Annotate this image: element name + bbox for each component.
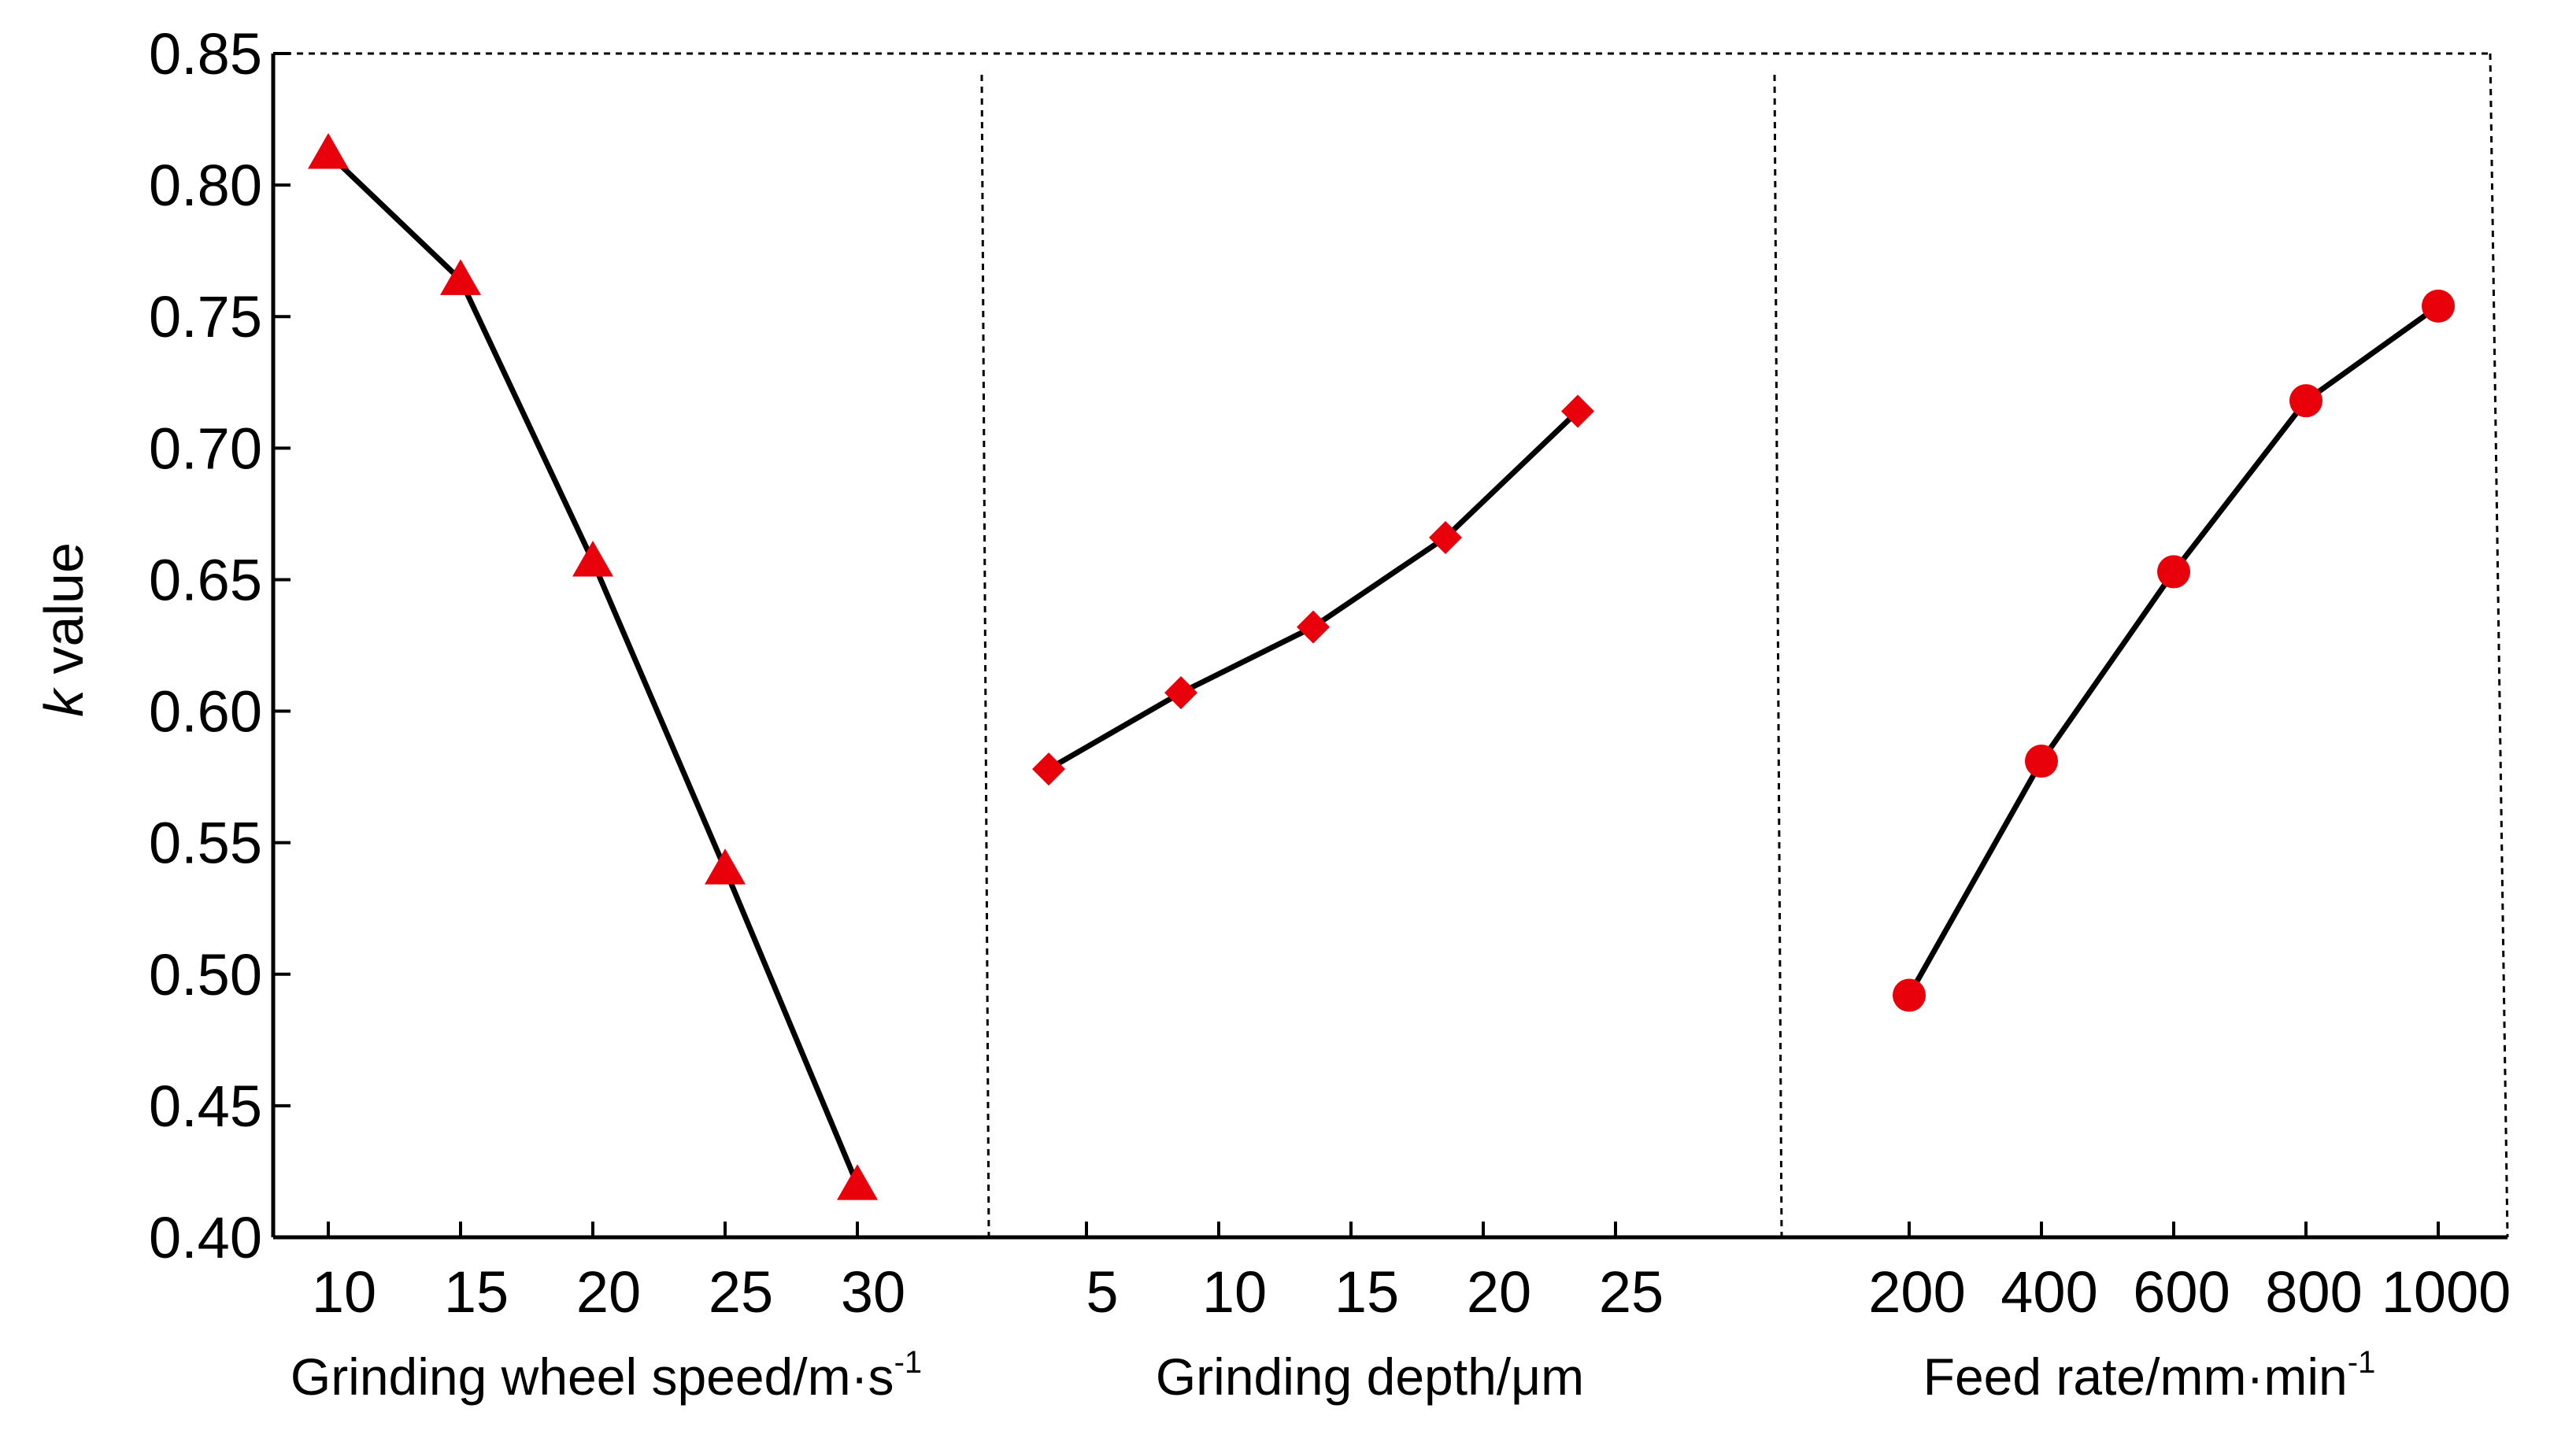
x-axis-label-2: Grinding depth/μm xyxy=(1156,1347,1584,1406)
panel-divider-1 xyxy=(980,74,990,1238)
x-tick-label: 10 xyxy=(312,1259,376,1325)
series-line-3 xyxy=(1906,304,2441,997)
x-tick-label: 800 xyxy=(2265,1259,2362,1325)
x-tick-label: 10 xyxy=(1202,1259,1267,1325)
data-point-diamond xyxy=(1297,610,1330,644)
x-tick-label: 400 xyxy=(2000,1259,2097,1325)
series-line-2 xyxy=(1047,409,1580,772)
plot-frame xyxy=(271,52,2509,1240)
x-tick-label: 20 xyxy=(1467,1259,1531,1325)
data-point-circle xyxy=(2157,555,2190,589)
y-axis: 0.40 0.45 0.50 0.55 0.60 0.65 0.70 0.75 0.80 0.85 xyxy=(149,21,291,1270)
x-axis-label-superscript: -1 xyxy=(2348,1345,2376,1380)
y-tick-label: 0.65 xyxy=(149,547,262,612)
y-tick-label: 0.50 xyxy=(149,942,262,1007)
x-tick-label: 25 xyxy=(709,1259,773,1325)
y-tick-label: 0.75 xyxy=(149,284,262,349)
data-point-diamond xyxy=(1429,520,1462,554)
x-axis-label-text: Grinding wheel speed/m·s xyxy=(291,1347,894,1406)
panel-1: 10 15 20 25 30 Grinding wheel speed/m·s-1 xyxy=(291,133,922,1406)
y-tick-label: 0.60 xyxy=(149,679,262,745)
data-point-diamond xyxy=(1164,676,1197,710)
data-point-diamond xyxy=(1561,394,1594,428)
x-axis-label-superscript: -1 xyxy=(894,1345,923,1380)
x-tick-label: 25 xyxy=(1599,1259,1664,1325)
x-tick-label: 15 xyxy=(444,1259,509,1325)
data-point-triangle xyxy=(440,259,481,295)
panel-divider-2 xyxy=(1773,74,1783,1238)
y-axis-label-rest: value xyxy=(33,542,94,689)
x-tick-label: 5 xyxy=(1086,1259,1118,1325)
x-axis-label-3: Feed rate/mm·min-1 xyxy=(1923,1345,2376,1406)
data-point-triangle xyxy=(308,133,349,169)
x-tick-label: 30 xyxy=(841,1259,905,1325)
x-tick-label: 600 xyxy=(2133,1259,2230,1325)
y-axis-label: k value xyxy=(33,542,94,717)
x-axis-label-1: Grinding wheel speed/m·s-1 xyxy=(291,1345,922,1406)
data-point-circle xyxy=(2422,289,2455,323)
data-point-circle xyxy=(1893,978,1926,1012)
data-point-diamond xyxy=(1032,752,1065,786)
right-border xyxy=(2489,53,2509,1238)
y-tick-label: 0.45 xyxy=(149,1074,262,1139)
x-tick-label: 200 xyxy=(1868,1259,1965,1325)
panel-2: 5 10 15 20 25 Grinding depth/μm xyxy=(1032,394,1664,1406)
y-tick-label: 0.80 xyxy=(149,153,262,218)
y-tick-label: 0.40 xyxy=(149,1205,262,1270)
y-axis-label-italic: k xyxy=(33,687,94,717)
y-tick-label: 0.55 xyxy=(149,811,262,876)
y-tick-label: 0.70 xyxy=(149,416,262,481)
data-point-circle xyxy=(2025,745,2058,778)
data-point-triangle xyxy=(705,848,746,885)
data-point-circle xyxy=(2289,384,2322,418)
data-point-triangle xyxy=(572,541,613,577)
data-point-triangle xyxy=(837,1164,878,1200)
series-line-1 xyxy=(326,151,861,1186)
x-tick-label: 20 xyxy=(576,1259,641,1325)
x-axis-label-text: Feed rate/mm·min xyxy=(1923,1347,2348,1406)
x-axis-label-text: Grinding depth/μm xyxy=(1156,1347,1584,1406)
y-tick-label: 0.85 xyxy=(149,21,262,87)
x-tick-label: 15 xyxy=(1334,1259,1399,1325)
x-tick-label: 1000 xyxy=(2382,1259,2511,1325)
